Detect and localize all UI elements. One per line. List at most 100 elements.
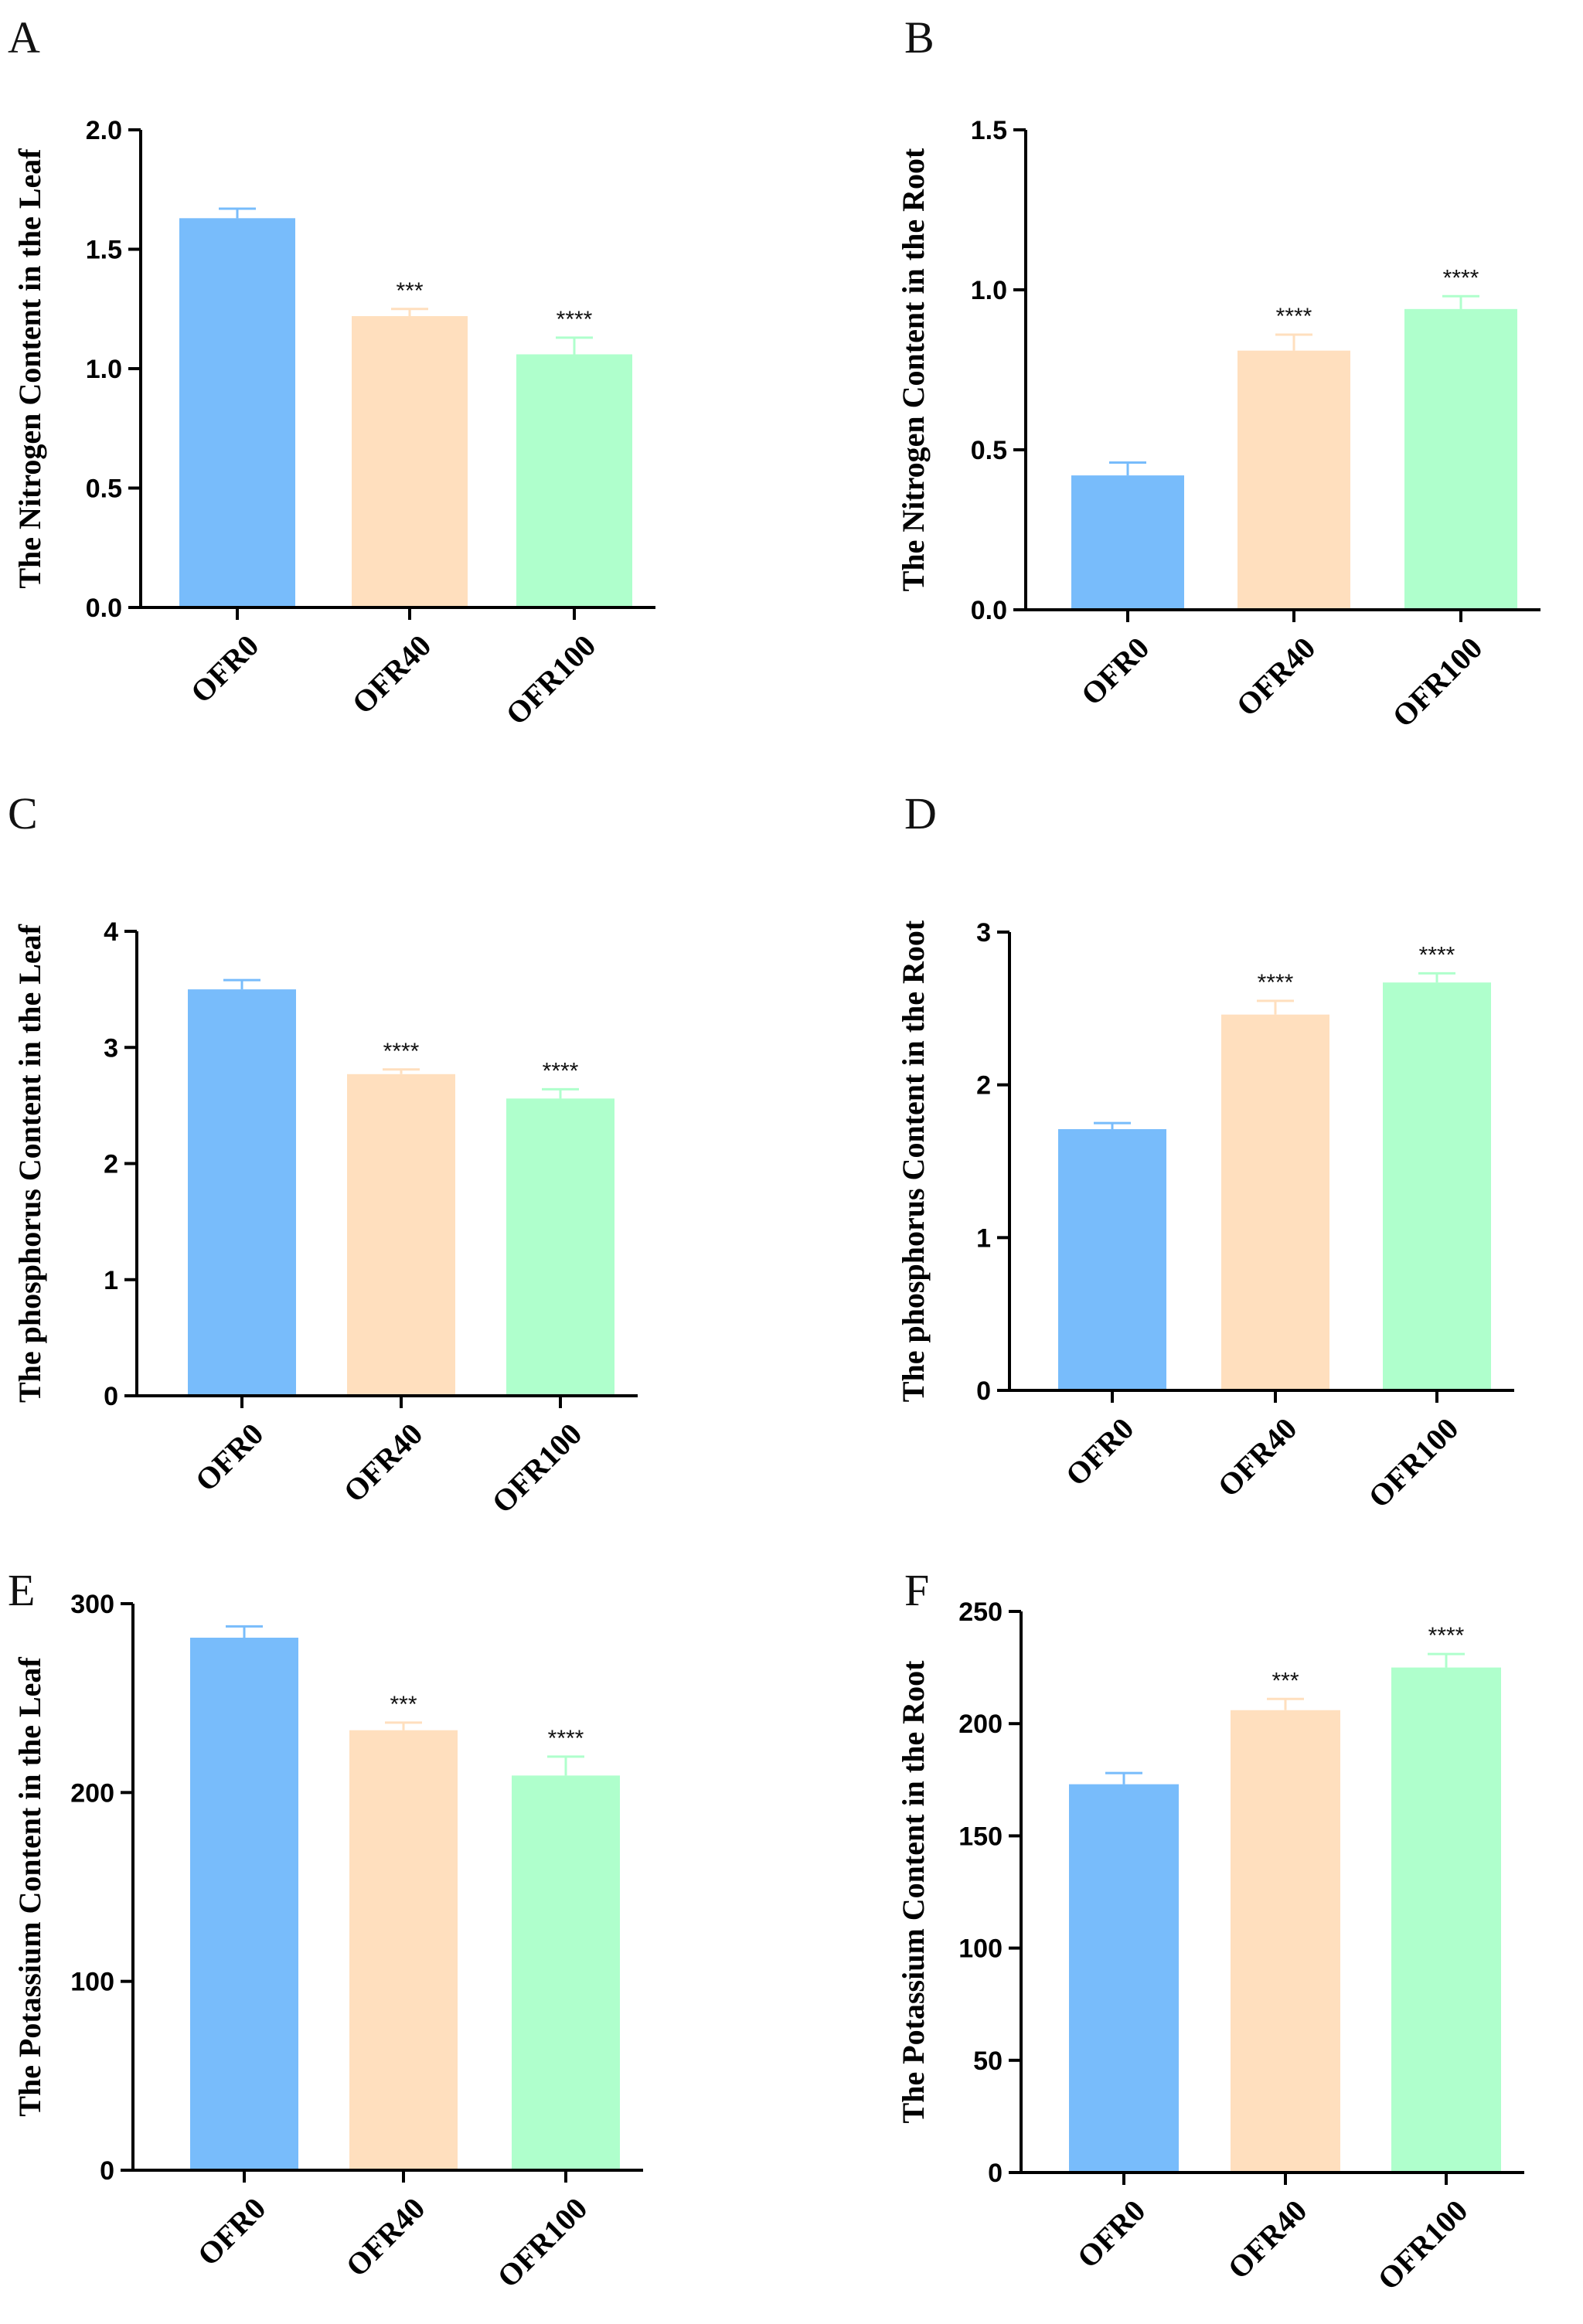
panel-e-error-bar-ofr100 [547,1755,584,1776]
panel-b-y-axis-label: The Nitrogen Content in the Root [896,148,931,591]
panel-a-y-tick-label: 0.5 [86,475,122,504]
panel-e: E The Potassium Content in the Leaf OFR0 **… [8,1565,643,2294]
panel-f-x-tick-label-ofr100: OFR100 [1370,2193,1474,2297]
panel-f-y-axis-label: The Potassium Content in the Root [896,1660,931,2124]
panel-d-x-tick-label-ofr40: OFR40 [1211,1411,1304,1504]
panel-a-x-tick-label-ofr100: OFR100 [499,628,602,732]
panel-a-y-tick-label: 1.0 [86,355,122,384]
panel-b-y-tick-label: 1.5 [971,116,1007,145]
panel-f-bar-ofr100 [1391,1667,1501,2173]
panel-b: B The Nitrogen Content in the Root OFR0 ***… [896,12,1540,733]
panel-d-y-tick-label: 2 [976,1071,991,1101]
panel-e-x-tick-label-ofr100: OFR100 [490,2191,594,2295]
panel-a-error-bar-ofr0 [219,207,256,219]
panel-f-y-tick-label: 200 [958,1710,1003,1739]
panel-d-y-axis-label: The phosphorus Content in the Root [896,920,931,1402]
panel-d-significance-ofr40: **** [1258,970,1294,995]
panel-b-x-tick-label-ofr0: OFR0 [1074,631,1156,713]
panel-e-significance-ofr40: *** [390,1692,417,1717]
panel-f-bar-ofr40 [1231,1710,1340,2173]
panel-b-error-bar-ofr0 [1109,461,1146,476]
panel-c-y-axis-label: The phosphorus Content in the Leaf [12,924,47,1403]
panel-c-y-tick-label: 3 [104,1033,118,1063]
panel-e-y-tick-label: 100 [70,1968,114,1997]
panel-b-significance-ofr100: **** [1443,265,1479,291]
panel-a-x-tick-label-ofr40: OFR40 [346,628,438,721]
panel-d-y-tick-label: 3 [976,918,991,948]
panel-e-bar-ofr40 [349,1730,458,2170]
panel-c-letter: C [8,788,38,839]
panel-f-y-tick-label: 100 [958,1934,1003,1964]
panel-a-significance-ofr40: *** [396,278,423,304]
panel-c-x-tick-label-ofr40: OFR40 [337,1417,430,1509]
panel-c-y-tick-label: 4 [104,917,118,947]
panel-c-y-tick-label: 1 [104,1266,118,1295]
panel-e-x-tick-label-ofr40: OFR40 [339,2191,432,2284]
panel-f-error-bar-ofr100 [1428,1652,1465,1668]
panel-d-bar-ofr40 [1221,1014,1329,1390]
panel-e-error-bar-ofr0 [226,1625,263,1638]
panel-b-x-tick-label-ofr100: OFR100 [1385,631,1489,734]
panel-b-bar-ofr0 [1071,475,1184,610]
panel-a-y-axis-label: The Nitrogen Content in the Leaf [12,148,47,589]
panel-b-error-bar-ofr100 [1442,294,1479,309]
panel-f-error-bar-ofr40 [1267,1697,1304,1710]
panel-b-x-tick-label-ofr40: OFR40 [1230,631,1323,723]
panel-c-bar-ofr100 [506,1098,614,1396]
panel-c-error-bar-ofr0 [223,978,260,990]
panel-d-y-tick-label: 0 [976,1376,991,1406]
panel-b-error-bar-ofr40 [1275,333,1312,351]
panel-c-significance-ofr100: **** [543,1058,579,1084]
panel-c-x-tick-label-ofr0: OFR0 [189,1417,271,1499]
panel-a-error-bar-ofr100 [556,336,593,355]
panel-d: D The phosphorus Content in the Root OFR0 *… [896,788,1514,1514]
panel-e-significance-ofr100: **** [548,1726,584,1751]
panel-c-significance-ofr40: **** [383,1039,420,1064]
panel-f-y-tick-label: 250 [958,1598,1003,1627]
panel-f-bar-ofr0 [1069,1784,1179,2173]
panel-b-bar-ofr40 [1237,350,1350,610]
panel-e-bar-ofr0 [190,1637,298,2170]
panel-c: C The phosphorus Content in the Leaf OFR0 *… [8,788,638,1519]
panel-e-y-tick-label: 200 [70,1778,114,1808]
panel-b-y-tick-label: 1.0 [971,276,1007,305]
panel-d-x-tick-label-ofr100: OFR100 [1361,1411,1465,1515]
panel-e-letter: E [8,1565,35,1615]
panel-d-bar-ofr0 [1058,1128,1166,1390]
panel-c-error-bar-ofr40 [383,1068,420,1074]
panel-a-y-tick-label: 0.0 [86,594,122,623]
panel-e-x-tick-label-ofr0: OFR0 [191,2191,273,2273]
panel-d-error-bar-ofr100 [1418,971,1455,983]
panel-b-bar-ofr100 [1404,308,1517,610]
panel-b-y-tick-label: 0.5 [971,436,1007,465]
panel-f-error-bar-ofr0 [1105,1771,1142,1785]
panel-d-significance-ofr100: **** [1419,942,1455,968]
panel-c-error-bar-ofr100 [542,1087,579,1099]
panel-f-y-tick-label: 50 [973,2047,1003,2076]
panel-b-y-tick-label: 0.0 [971,596,1007,625]
panel-d-bar-ofr100 [1383,982,1491,1390]
panel-b-letter: B [904,12,934,63]
panel-f-significance-ofr40: *** [1272,1668,1299,1693]
panel-f-y-tick-label: 0 [988,2159,1003,2188]
panel-d-error-bar-ofr0 [1094,1121,1131,1129]
panel-c-x-tick-label-ofr100: OFR100 [485,1417,588,1520]
panel-d-error-bar-ofr40 [1257,999,1294,1015]
panel-a-bar-ofr0 [179,218,295,607]
panel-a: A The Nitrogen Content in the Leaf OFR0 ***… [8,12,655,731]
panel-c-y-tick-label: 2 [104,1150,118,1179]
panel-e-bar-ofr100 [512,1775,620,2170]
panel-a-significance-ofr100: **** [557,307,593,332]
panel-c-bar-ofr0 [188,989,296,1396]
panel-e-y-tick-label: 0 [100,2156,114,2186]
panel-a-y-tick-label: 1.5 [86,236,122,265]
panel-d-x-tick-label-ofr0: OFR0 [1059,1411,1141,1493]
panel-c-bar-ofr40 [347,1074,455,1396]
panel-a-letter: A [8,12,40,63]
panel-f-significance-ofr100: **** [1428,1623,1465,1649]
panel-f-y-tick-label: 150 [958,1822,1003,1851]
panel-c-y-tick-label: 0 [104,1382,118,1411]
panel-a-x-tick-label-ofr0: OFR0 [184,628,266,710]
panel-d-y-tick-label: 1 [976,1223,991,1253]
